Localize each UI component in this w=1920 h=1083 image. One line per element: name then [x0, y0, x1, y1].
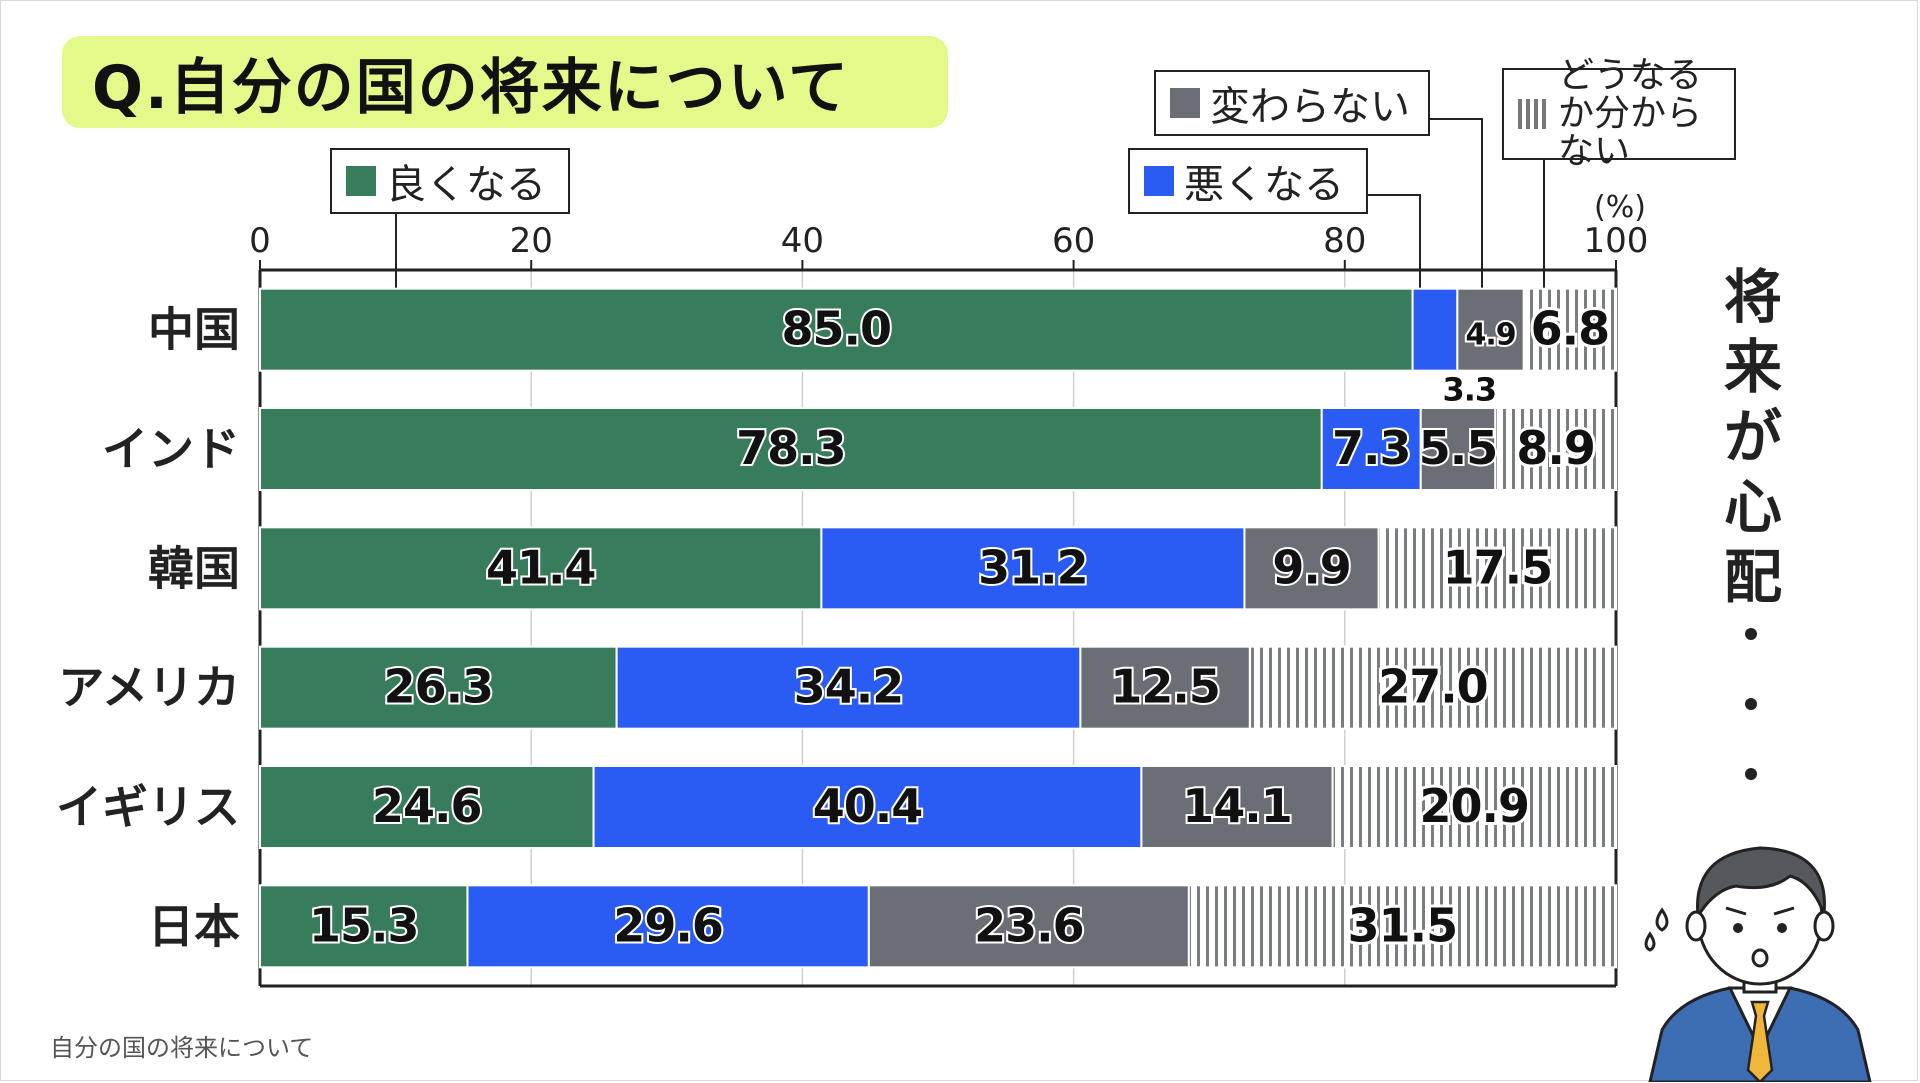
bar-segment [259, 287, 1414, 372]
category-label: 日本 [148, 899, 240, 953]
bar-segment [259, 526, 823, 611]
tick-label: 0 [249, 221, 271, 261]
category-label: イギリス [56, 780, 240, 834]
data-label: 85.0 [782, 302, 892, 356]
data-label: 15.3 [309, 898, 419, 952]
data-label: 34.2 [794, 660, 904, 714]
bar-segment [1419, 407, 1497, 491]
bar-segment [259, 645, 618, 730]
data-label: 31.5 [1348, 898, 1458, 952]
legend-swatch-good [346, 166, 376, 196]
tick-label: 40 [781, 221, 824, 261]
side-char-3: が [1723, 403, 1782, 471]
side-char-2: 来 [1723, 333, 1782, 401]
bar-segment [466, 884, 870, 969]
side-char-4: 心 [1723, 473, 1782, 541]
data-label: 29.6 [613, 898, 723, 952]
ellipsis-dots [1745, 628, 1759, 838]
bar-segment [1140, 765, 1334, 849]
data-label: 3.3 [1443, 371, 1497, 409]
legend-bad: 悪くなる [1128, 148, 1368, 214]
legend-swatch-unknown [1518, 99, 1548, 129]
data-label: 26.3 [384, 660, 494, 714]
bar-segment [1411, 287, 1459, 372]
legend-good: 良くなる [330, 148, 570, 214]
side-char-1: 将 [1723, 263, 1782, 331]
leader-good [395, 214, 397, 306]
dot [1745, 628, 1757, 640]
data-label: 7.3 [1332, 421, 1411, 475]
category-label: 韓国 [148, 541, 240, 595]
data-label: 23.6 [974, 898, 1084, 952]
legend-swatch-bad [1144, 166, 1174, 196]
bar-segment [1331, 765, 1617, 849]
data-label: 12.5 [1110, 660, 1220, 714]
side-char-5: 配 [1723, 543, 1782, 611]
data-label: 31.2 [978, 540, 1088, 594]
data-label: 5.5 [1419, 421, 1498, 475]
bar-segment [1243, 526, 1380, 611]
data-label: 4.9 [1465, 318, 1515, 353]
data-label: 20.9 [1420, 779, 1530, 833]
category-label: アメリカ [58, 661, 240, 715]
tick-label: 80 [1323, 221, 1366, 261]
legend-label-bad: 悪くなる [1184, 162, 1344, 208]
leader-bad-v [1419, 194, 1421, 294]
bar-segment [615, 645, 1082, 730]
legend-label-good: 良くなる [386, 162, 546, 208]
worried-person-illustration [1644, 846, 1872, 1082]
data-label: 27.0 [1378, 660, 1488, 714]
bar-segment [1377, 526, 1617, 611]
figure-caption: 自分の国の将来について [50, 1034, 314, 1062]
data-label: 40.4 [813, 779, 923, 833]
bar-segment [1079, 645, 1251, 730]
bar-segment [1522, 287, 1617, 372]
legend-label-unknown: どうなるか分からない [1558, 55, 1703, 172]
data-label: 6.8 [1531, 302, 1610, 356]
bar-segment [1494, 407, 1618, 491]
x-axis: 0 20 40 60 80 100 [249, 221, 1649, 988]
leader-same-h [1430, 118, 1482, 120]
bar-segment [259, 407, 1323, 491]
unit-label: (%) [1594, 190, 1646, 225]
category-label: 中国 [148, 303, 240, 357]
value-labels: 85.0 3.3 4.9 6.8 78.3 7.3 5.5 8.9 41.4 31.2 9.9 17.… [307, 299, 1613, 956]
bar-segment [1320, 407, 1422, 491]
category-label: インド [102, 422, 240, 476]
tick-label: 60 [1052, 221, 1095, 261]
side-message: 将 来 が 心 配 [1718, 262, 1788, 612]
data-label: 14.1 [1182, 779, 1292, 833]
data-label: 41.4 [486, 540, 596, 594]
leader-same-v [1481, 118, 1483, 294]
data-label: 24.6 [372, 779, 482, 833]
bar-segment [867, 884, 1190, 969]
bar-segment [259, 765, 595, 849]
bars [259, 287, 1618, 969]
legend-swatch-same [1170, 88, 1200, 118]
page-title: Q.自分の国の将来について [62, 36, 948, 128]
leader-bad-h [1368, 194, 1420, 196]
tick-label: 20 [510, 221, 553, 261]
leader-unknown-v [1543, 160, 1545, 294]
dot [1745, 768, 1757, 780]
bar-segment [259, 884, 469, 969]
bar-segment [1248, 645, 1617, 730]
legend-same: 変わらない [1154, 70, 1430, 136]
data-label: 9.9 [1272, 540, 1351, 594]
data-label: 8.9 [1516, 421, 1595, 475]
bar-segment [1187, 884, 1617, 969]
gridlines [530, 270, 1346, 986]
dot [1745, 698, 1757, 710]
legend-unknown: どうなるか分からない [1502, 57, 1736, 171]
tick-label: 100 [1584, 221, 1649, 261]
data-label: 78.3 [736, 421, 846, 475]
data-label: 17.5 [1443, 540, 1553, 594]
legend-label-same: 変わらない [1210, 84, 1410, 130]
bar-segment [820, 526, 1246, 611]
